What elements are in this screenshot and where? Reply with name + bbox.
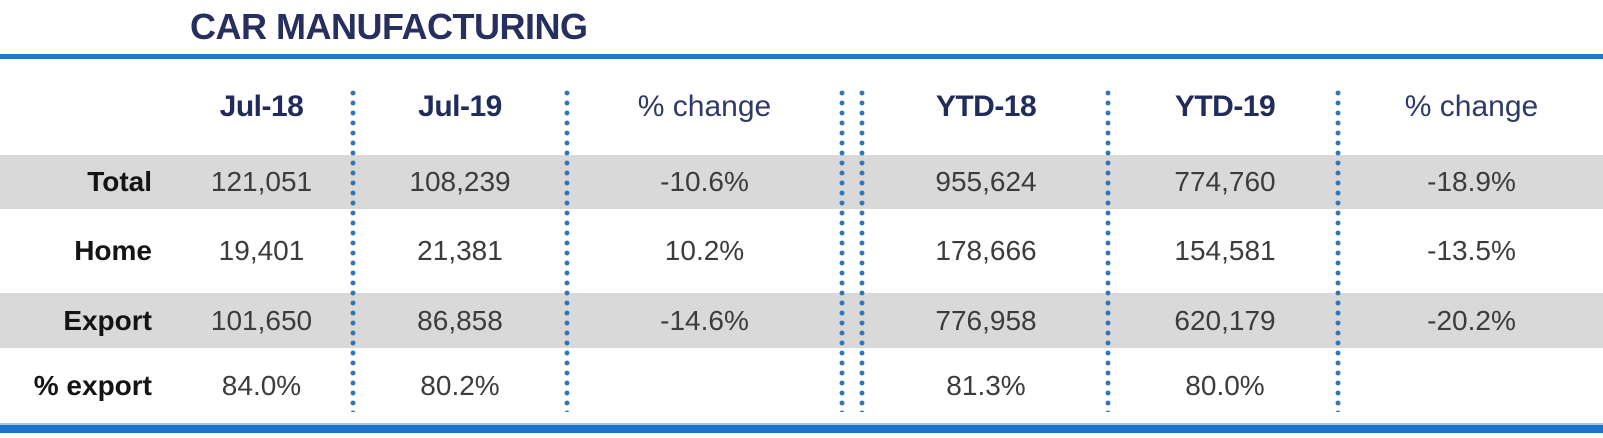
cell-value: -18.9% xyxy=(1427,166,1516,197)
row-label: Export xyxy=(63,304,152,336)
table-row-total: Total 121,051 108,239 -10.6% 955,624 774… xyxy=(0,155,1603,209)
row-label: Total xyxy=(87,166,152,197)
page-title: CAR MANUFACTURING xyxy=(190,6,588,47)
column-header-jul-18: Jul-18 xyxy=(219,90,304,123)
cell-value: 620,179 xyxy=(1174,304,1276,336)
cell-value: 955,624 xyxy=(935,166,1037,197)
cell-value: 121,051 xyxy=(210,166,313,197)
row-label: % export xyxy=(33,369,152,401)
cell-value: 81.3% xyxy=(946,369,1026,401)
header-row: Jul-18 Jul-19 % change YTD-18 YTD-19 % c… xyxy=(0,59,1603,155)
cell-value: 101,650 xyxy=(210,304,313,336)
cell-value: -10.6% xyxy=(660,166,749,197)
cell-value: 84.0% xyxy=(221,369,302,401)
cell-value: 80.2% xyxy=(420,369,500,401)
top-rule xyxy=(0,54,1603,59)
cell-value: 86,858 xyxy=(417,304,503,336)
cell-value: -20.2% xyxy=(1427,304,1516,336)
cell-value: 21,381 xyxy=(417,235,503,266)
cell-value: 10.2% xyxy=(664,235,745,266)
cell-value: 80.0% xyxy=(1185,369,1265,401)
cell-value: -14.6% xyxy=(660,304,749,336)
cell-value: 108,239 xyxy=(409,166,511,197)
column-header-pct-change-month: % change xyxy=(637,90,772,123)
data-table: Jul-18 Jul-19 % change YTD-18 YTD-19 % c… xyxy=(0,59,1603,423)
cell-value: 774,760 xyxy=(1174,166,1276,197)
table-row-pct-export: % export 84.0% 80.2% 81.3% 80.0% xyxy=(0,348,1603,423)
bottom-rule xyxy=(0,423,1603,433)
column-header-ytd-19: YTD-19 xyxy=(1174,90,1276,123)
cell-value: -13.5% xyxy=(1427,235,1516,266)
cell-value: 19,401 xyxy=(218,235,305,266)
table-row-export: Export 101,650 86,858 -14.6% 776,958 620… xyxy=(0,293,1603,348)
cell-value: 154,581 xyxy=(1174,235,1276,266)
column-header-pct-change-ytd: % change xyxy=(1404,90,1539,123)
column-header-ytd-18: YTD-18 xyxy=(935,90,1037,123)
cell-value: 776,958 xyxy=(935,304,1037,336)
row-label: Home xyxy=(74,235,152,266)
column-header-jul-19: Jul-19 xyxy=(418,90,502,123)
table-row-home: Home 19,401 21,381 10.2% 178,666 154,581… xyxy=(0,209,1603,293)
cell-value: 178,666 xyxy=(935,235,1037,266)
